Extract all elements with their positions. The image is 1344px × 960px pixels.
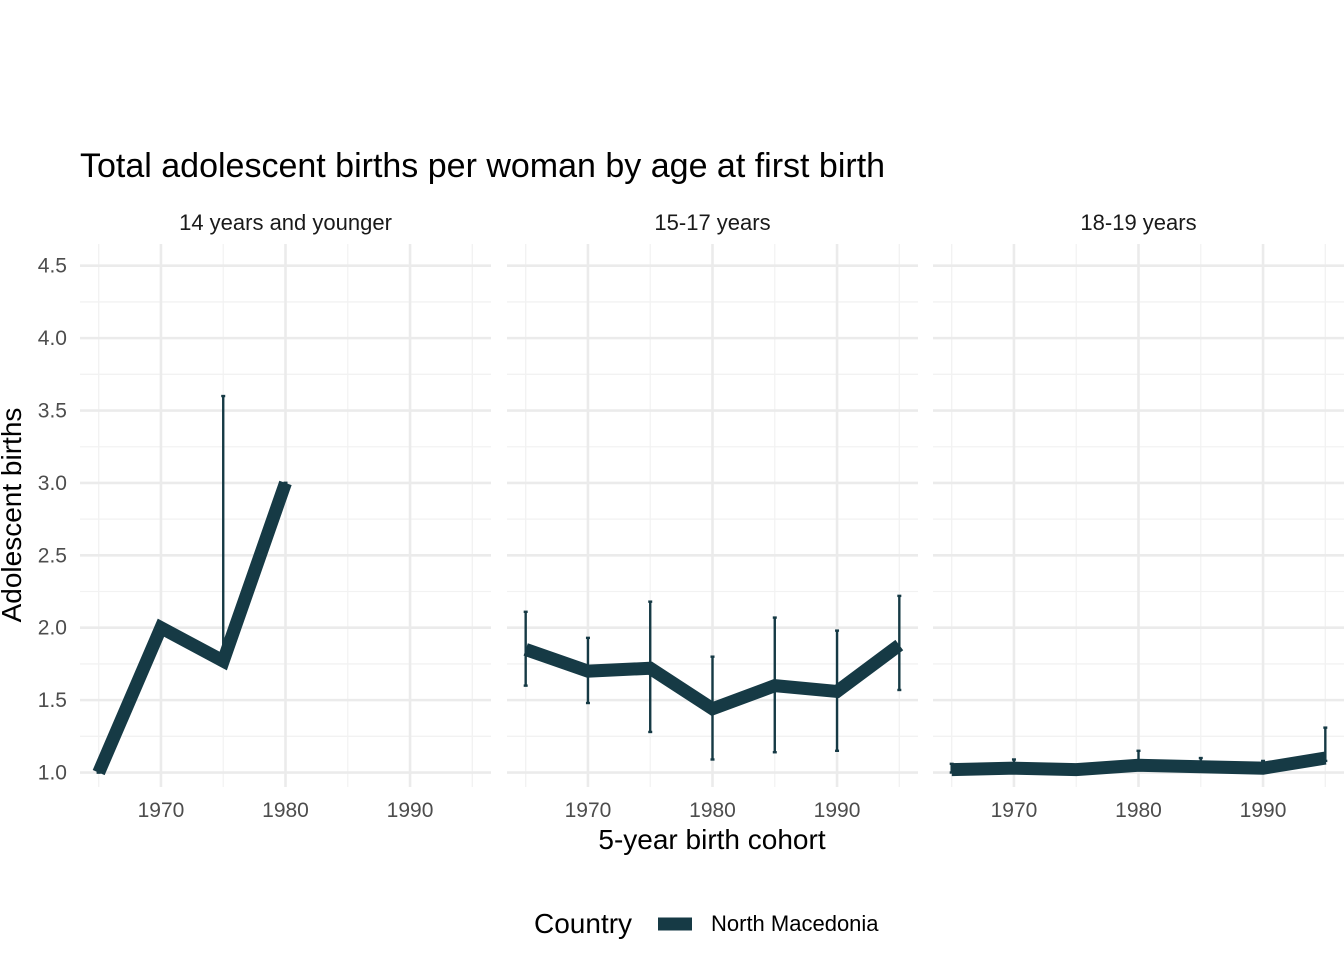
series-line-north-macedonia (951, 751, 1327, 777)
x-tick-label: 1970 (138, 799, 185, 822)
facet-strip-label: 18-19 years (1080, 210, 1196, 235)
y-tick-labels: 1.0 1.5 2.0 2.5 3.0 3.5 4.0 4.5 (38, 255, 67, 785)
legend-entry-north-macedonia: North Macedonia (711, 911, 879, 936)
y-tick-label: 1.5 (38, 689, 67, 712)
x-tick-label: 1980 (262, 799, 309, 822)
x-axis-title: 5-year birth cohort (598, 824, 825, 855)
legend: Country North Macedonia (534, 908, 879, 939)
series-line-north-macedonia (92, 480, 292, 776)
x-tick-label: 1990 (814, 799, 861, 822)
y-axis-title: Adolescent births (0, 408, 27, 623)
facet-panel: 15-17 years 1970 1980 1990 (507, 210, 918, 822)
x-tick-label: 1990 (1240, 799, 1287, 822)
facet-strip-label: 14 years and younger (179, 210, 392, 235)
y-tick-label: 1.0 (38, 762, 67, 785)
chart-title: Total adolescent births per woman by age… (80, 147, 885, 185)
x-tick-label: 1970 (565, 799, 612, 822)
legend-title: Country (534, 908, 632, 939)
y-tick-label: 4.5 (38, 255, 67, 278)
facet-panel: 18-19 years 1970 1980 1990 (933, 210, 1344, 822)
x-tick-label: 1980 (689, 799, 736, 822)
facet-panel: 14 years and younger 1970 1980 1990 (80, 210, 491, 822)
x-tick-label: 1970 (991, 799, 1038, 822)
x-tick-label: 1980 (1115, 799, 1162, 822)
y-tick-label: 3.0 (38, 472, 67, 495)
series-line-north-macedonia (523, 639, 904, 717)
y-tick-label: 2.0 (38, 617, 67, 640)
facet-strip-label: 15-17 years (654, 210, 770, 235)
y-tick-label: 4.0 (38, 327, 67, 350)
y-tick-label: 3.5 (38, 400, 67, 423)
x-tick-label: 1990 (387, 799, 434, 822)
y-tick-label: 2.5 (38, 544, 67, 567)
